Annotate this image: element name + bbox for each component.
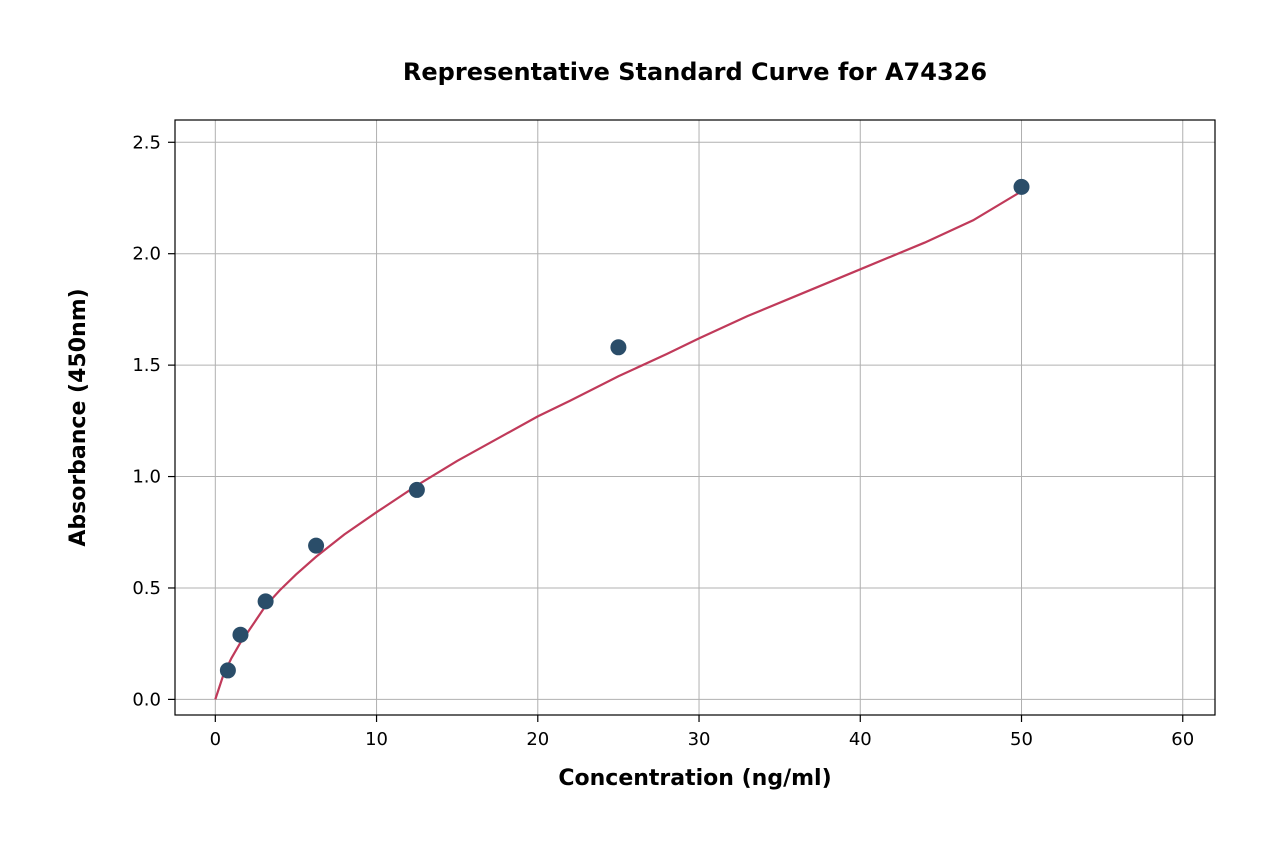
data-point: [220, 662, 236, 678]
y-tick-label: 0.0: [132, 689, 161, 710]
chart-container: 0 10 20 30 40 50 60 0.0 0.5 1.0 1.5 2.0 2.5 Represent…: [0, 0, 1280, 845]
x-tick-label: 60: [1171, 729, 1194, 750]
chart-title: Representative Standard Curve for A74326: [403, 58, 987, 86]
y-tick-label: 1.0: [132, 467, 161, 488]
y-tick-label: 1.5: [132, 355, 161, 376]
x-axis-label: Concentration (ng/ml): [558, 766, 831, 791]
x-tick-label: 0: [210, 729, 221, 750]
data-point: [1014, 179, 1030, 195]
data-point: [258, 593, 274, 609]
y-tick-label: 2.0: [132, 244, 161, 265]
x-tick-label: 30: [688, 729, 711, 750]
x-tick-label: 50: [1010, 729, 1033, 750]
x-tick-label: 20: [526, 729, 549, 750]
data-point: [308, 538, 324, 554]
x-tick-label: 10: [365, 729, 388, 750]
y-tick-label: 2.5: [132, 132, 161, 153]
x-tick-label: 40: [849, 729, 872, 750]
data-point: [610, 339, 626, 355]
standard-curve-chart: 0 10 20 30 40 50 60 0.0 0.5 1.0 1.5 2.0 2.5 Represent…: [0, 0, 1280, 845]
y-axis-label: Absorbance (450nm): [66, 288, 91, 546]
data-point: [232, 627, 248, 643]
data-point: [409, 482, 425, 498]
y-tick-label: 0.5: [132, 578, 161, 599]
